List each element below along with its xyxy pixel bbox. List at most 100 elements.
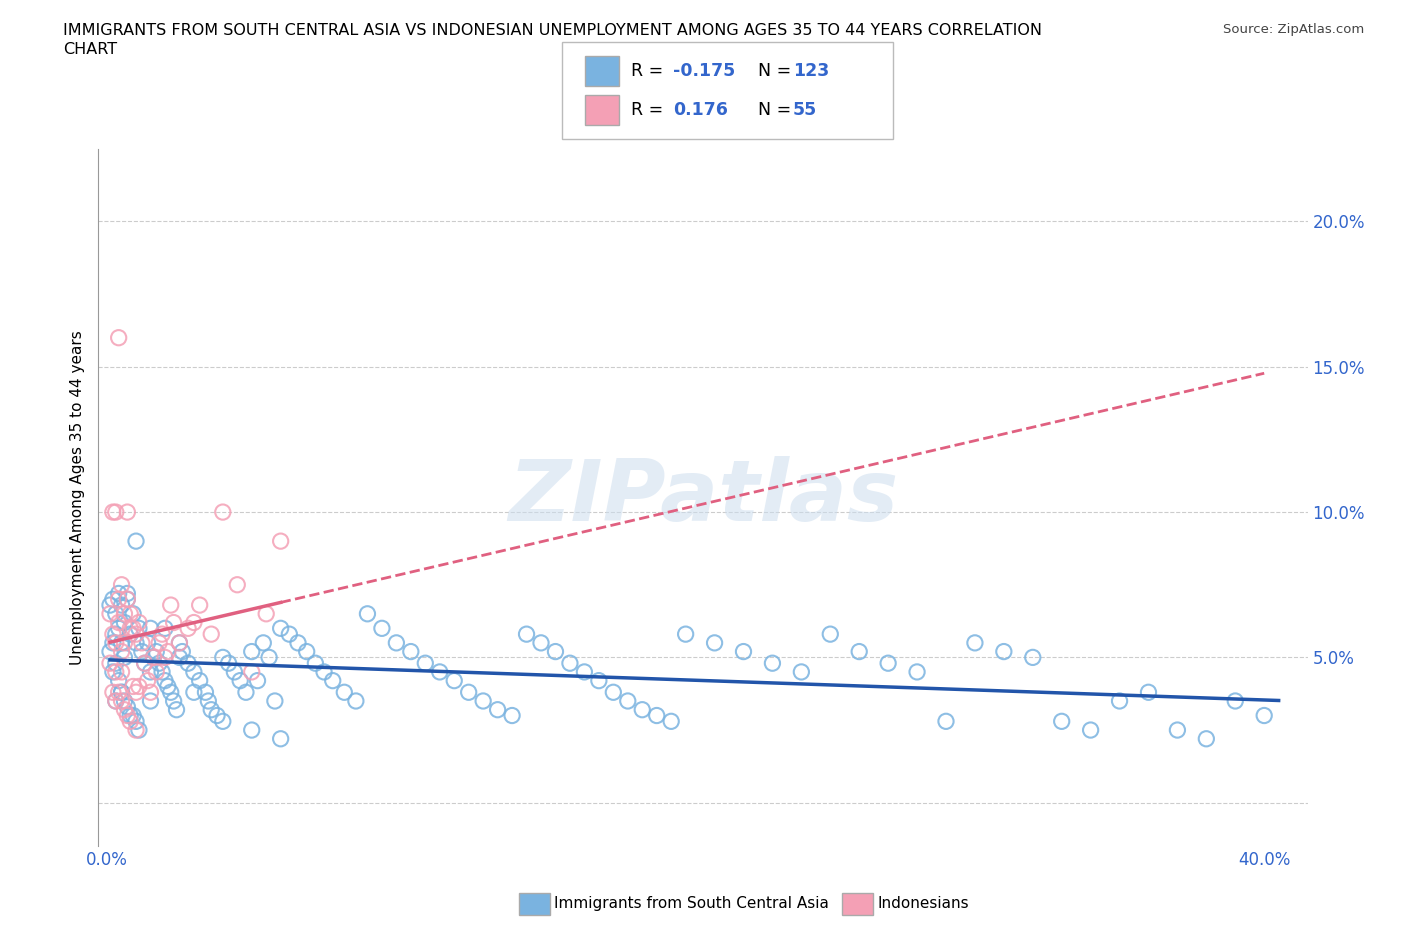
Text: 123: 123 [793,62,830,80]
Point [304,656,326,671]
Point [162,615,184,630]
Point [131,635,153,650]
Point [733,644,755,659]
Text: N =: N = [747,62,796,80]
Point [457,684,479,699]
Text: R =: R = [631,62,669,80]
Point [295,644,318,659]
Point [150,627,173,642]
Text: Source: ZipAtlas.com: Source: ZipAtlas.com [1223,23,1364,36]
Point [101,591,124,606]
Point [240,723,263,737]
Point [194,684,217,699]
Point [117,591,139,606]
Point [333,684,356,699]
Point [120,627,142,642]
Point [229,673,252,688]
Point [270,534,292,549]
Point [139,664,162,679]
Point [399,644,422,659]
Point [371,621,394,636]
Point [312,664,335,679]
Point [200,702,222,717]
Point [148,656,170,671]
Point [136,635,159,650]
Point [1253,708,1275,723]
Point [169,650,191,665]
Point [145,644,167,659]
Point [558,656,581,671]
Text: 55: 55 [793,101,817,119]
Point [472,694,495,709]
Point [169,635,191,650]
Point [125,723,148,737]
Point [252,635,274,650]
Point [104,505,127,520]
Point [413,656,436,671]
Point [128,615,150,630]
Point [287,635,309,650]
Text: Indonesians: Indonesians [877,897,969,911]
Point [136,673,159,688]
Point [617,694,640,709]
Point [110,684,132,699]
Text: CHART: CHART [63,42,117,57]
Point [128,679,150,694]
Point [659,714,682,729]
Y-axis label: Unemployment Among Ages 35 to 44 years: Unemployment Among Ages 35 to 44 years [69,330,84,665]
Point [761,656,783,671]
Point [1050,714,1073,729]
Point [1137,684,1160,699]
Point [128,621,150,636]
Point [254,606,277,621]
Point [246,673,269,688]
Point [117,505,139,520]
Point [98,598,121,613]
Point [104,656,127,671]
Point [107,621,129,636]
Text: IMMIGRANTS FROM SOUTH CENTRAL ASIA VS INDONESIAN UNEMPLOYMENT AMONG AGES 35 TO 4: IMMIGRANTS FROM SOUTH CENTRAL ASIA VS IN… [63,23,1042,38]
Point [125,635,148,650]
Point [1225,694,1247,709]
Point [114,606,136,621]
Point [139,684,162,699]
Point [101,627,124,642]
Point [211,650,233,665]
Point [877,656,900,671]
Point [110,684,132,699]
Point [631,702,654,717]
Point [107,330,129,345]
Point [104,627,127,642]
Point [166,702,188,717]
Point [120,714,142,729]
Point [134,656,156,671]
Point [128,723,150,737]
Point [125,627,148,642]
Point [104,635,127,650]
Point [159,684,181,699]
Point [98,656,121,671]
Point [122,621,145,636]
Text: -0.175: -0.175 [673,62,735,80]
Point [117,699,139,714]
Point [544,644,567,659]
Point [574,664,596,679]
Point [515,627,537,642]
Point [125,714,148,729]
Point [169,635,191,650]
Point [156,644,179,659]
Point [1195,731,1218,746]
Point [104,694,127,709]
Point [134,656,156,671]
Point [120,708,142,723]
Point [177,656,200,671]
Point [703,635,725,650]
Point [200,627,222,642]
Point [322,673,344,688]
Point [122,606,145,621]
Point [820,627,842,642]
Point [188,673,211,688]
Text: 0.176: 0.176 [673,101,728,119]
Point [131,644,153,659]
Point [139,694,162,709]
